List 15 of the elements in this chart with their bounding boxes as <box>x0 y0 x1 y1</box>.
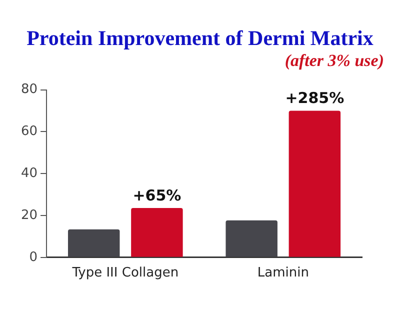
bar <box>226 220 278 257</box>
annotation: +65% <box>132 186 182 204</box>
annotation: +285% <box>285 89 344 108</box>
bar <box>288 110 341 257</box>
x-tick-label: Laminin <box>257 266 309 281</box>
x-tick-label: Type III Collagen <box>71 266 179 281</box>
y-tick-label: 60 <box>20 124 38 140</box>
bar <box>131 208 183 257</box>
y-tick-label: 0 <box>29 250 38 265</box>
bar <box>68 229 120 257</box>
y-tick-label: 40 <box>20 166 38 181</box>
chart-subtitle: (after 3% use) <box>284 51 385 71</box>
y-tick-label: 20 <box>20 208 38 223</box>
y-tick-label: 80 <box>20 82 38 98</box>
chart-title: Protein Improvement of Dermi Matrix <box>26 26 374 51</box>
